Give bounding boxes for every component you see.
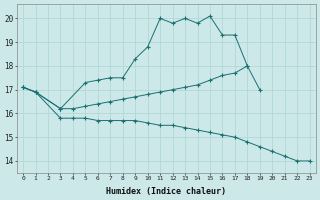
X-axis label: Humidex (Indice chaleur): Humidex (Indice chaleur) — [106, 187, 226, 196]
